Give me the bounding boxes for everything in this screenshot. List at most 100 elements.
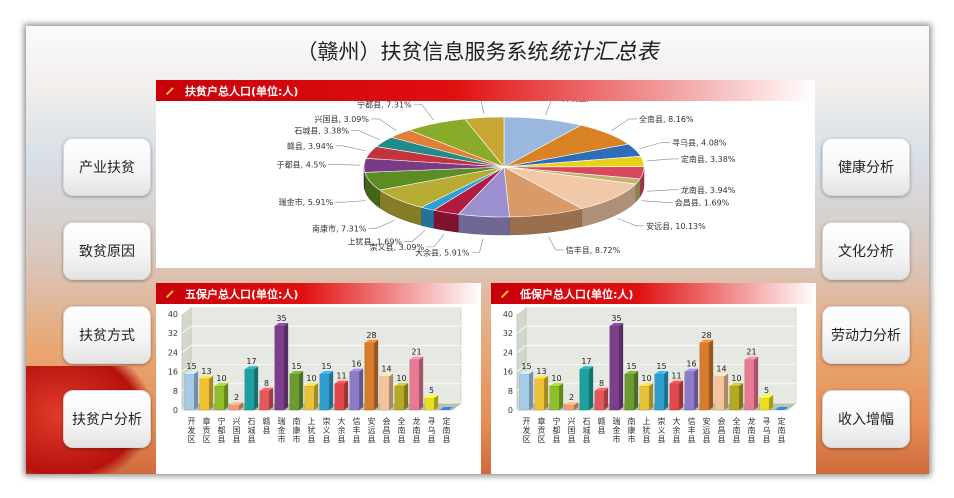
bar-chart-y-tick: 0 [508, 406, 513, 415]
bar-front [654, 373, 665, 411]
nav-industry-poverty-button[interactable]: 产业扶贫 [63, 138, 151, 196]
bar-top [319, 371, 334, 374]
bar-category-char: 县 [643, 435, 651, 444]
bar-top [274, 323, 289, 326]
bar-category-char: 县 [338, 435, 346, 444]
bar-category-char: 余 [338, 425, 346, 435]
pie-data-label: 开发区, 9.28% [562, 101, 617, 103]
pie-panel-title: 扶贫户总人口(单位:人) [185, 84, 299, 98]
bar-value-label: 11 [671, 372, 681, 381]
bar-category-label: 开发区 [188, 417, 196, 444]
bar-category-char: 金 [278, 425, 286, 435]
bar-category-char: 会 [383, 416, 391, 426]
bar-side [574, 402, 579, 410]
bar-chart-gridline [181, 306, 461, 315]
bar-side [709, 339, 714, 410]
pie-data-label: 安远县, 10.13% [646, 221, 706, 231]
bar-chart-y-tick: 40 [168, 310, 178, 319]
pie-data-label: 会昌县, 1.69% [675, 197, 730, 207]
bar-chart-gridline [181, 325, 461, 334]
nav-labor-analysis-button[interactable]: 劳动力分析 [822, 306, 910, 364]
bar-宁都县 [549, 383, 564, 411]
bar-value-label: 10 [641, 374, 651, 383]
bar-side [374, 339, 379, 410]
nav-poverty-method-button[interactable]: 扶贫方式 [63, 306, 151, 364]
bar-front [424, 397, 435, 411]
bar-category-char: 乌 [763, 425, 771, 435]
bar-category-label: 石城县 [583, 417, 591, 444]
pie-label-leader [646, 189, 679, 192]
bar-value-label: 17 [581, 357, 591, 366]
bar-兴国县 [229, 402, 244, 411]
bar-category-label: 石城县 [248, 417, 256, 444]
bar-category-char: 县 [553, 435, 561, 444]
bar-front [364, 342, 375, 411]
party-emblem-icon [500, 289, 511, 299]
bar-安远县 [364, 339, 379, 411]
nav-income-growth-button[interactable]: 收入增幅 [822, 390, 910, 448]
bar-category-char: 县 [733, 435, 741, 444]
nav-household-analysis-button[interactable]: 扶贫户分析 [63, 390, 151, 448]
bar-value-label: 10 [551, 374, 561, 383]
bar-front [594, 390, 605, 411]
bar-崇义县 [654, 371, 669, 411]
app-window: （赣州）扶贫信息服务系统统计汇总表 产业扶贫 致贫原因 扶贫方式 扶贫户分析 健… [26, 26, 929, 474]
pie-data-label: 于都县, 4.5% [277, 161, 327, 170]
bar-category-char: 崇 [658, 417, 666, 426]
pie-data-label: 赣县, 3.94% [287, 141, 334, 151]
nav-culture-analysis-button[interactable]: 文化分析 [822, 222, 910, 280]
bar-chart-y-tick: 8 [508, 387, 513, 396]
bar-category-char: 县 [748, 435, 756, 444]
pie-label-leader [328, 164, 361, 166]
bar-category-char: 县 [778, 435, 786, 444]
bar-category-char: 国 [233, 426, 241, 435]
pie-data-label: 崇义县, 3.09% [370, 243, 425, 252]
bar-category-label: 定南县 [778, 416, 786, 444]
bar-chart-y-tick: 40 [503, 310, 513, 319]
bar-value-label: 15 [626, 362, 636, 371]
bar-category-label: 兴国县 [233, 417, 241, 444]
bar-category-char: 赣 [598, 416, 606, 426]
bar-category-char: 定 [778, 416, 786, 426]
bar-front [304, 385, 315, 411]
nav-health-analysis-button[interactable]: 健康分析 [822, 138, 910, 196]
bar-category-char: 犹 [308, 425, 316, 435]
pie-panel-header: 扶贫户总人口(单位:人) [156, 80, 815, 101]
bar-category-label: 章贡区 [203, 416, 211, 444]
bar-top [244, 366, 259, 370]
bar-chart-y-tick: 8 [173, 387, 178, 396]
bar-side [269, 387, 274, 410]
bar-value-label: 21 [411, 348, 421, 357]
bar-category-char: 县 [248, 435, 256, 444]
bar-side [194, 371, 199, 410]
bar-category-char: 义 [658, 426, 666, 435]
bar-value-label: 15 [521, 362, 531, 371]
bar-value-label: 14 [716, 364, 726, 373]
bar-side [739, 383, 744, 410]
bar-category-char: 宁 [553, 416, 561, 426]
bar-南康市 [289, 371, 304, 411]
bar-category-char: 县 [263, 426, 271, 435]
bar-value-label: 15 [186, 362, 196, 371]
bar-chart-y-tick: 32 [168, 329, 178, 338]
bar-side [544, 375, 549, 410]
bar-category-char: 章 [203, 416, 211, 426]
bar-category-char: 市 [628, 434, 636, 444]
nav-poverty-cause-button[interactable]: 致贫原因 [63, 222, 151, 280]
bar-side [679, 380, 684, 410]
bar-front [729, 385, 740, 411]
bar-front [669, 383, 680, 411]
bar-category-label: 寻乌县 [763, 417, 771, 444]
bar-category-char: 南 [443, 425, 451, 435]
bar-top [334, 380, 349, 384]
bar-石城县 [244, 366, 259, 411]
page-title-emphasis: 统计汇总表 [548, 40, 659, 65]
bar-category-label: 南康市 [628, 416, 636, 444]
bar-category-label: 会昌县 [718, 416, 726, 444]
bar-side [769, 395, 774, 410]
bar-front [549, 385, 560, 411]
bar-value-label: 10 [306, 374, 316, 383]
pie-data-label: 上犹县, 1.69% [348, 237, 403, 247]
bar-category-char: 开 [188, 417, 196, 426]
bar-value-label: 11 [336, 372, 346, 381]
